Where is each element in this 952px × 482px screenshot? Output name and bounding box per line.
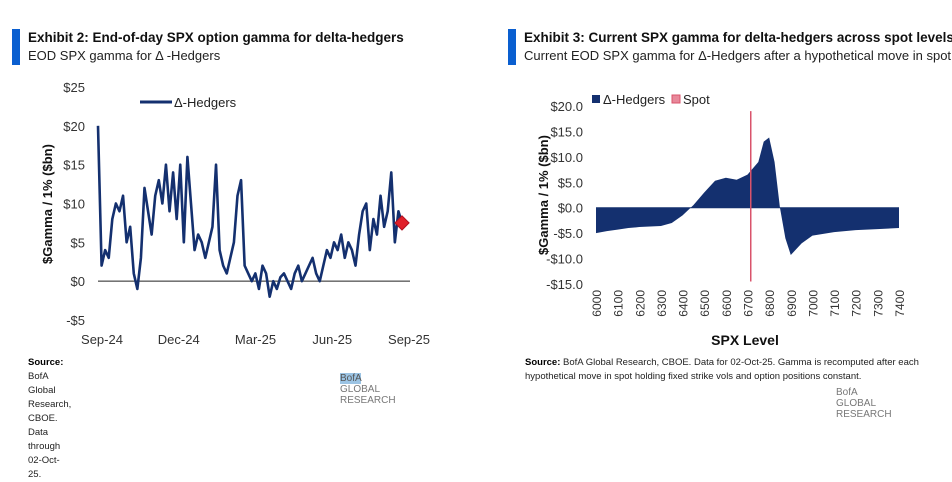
x-tick-label: 6200 <box>633 290 647 317</box>
exhibit-3-title: Exhibit 3: Current SPX gamma for delta-h… <box>524 30 952 45</box>
y-axis-label: $Gamma / 1% ($bn) <box>40 144 55 264</box>
y-axis-label: $Gamma / 1% ($bn) <box>536 135 551 255</box>
x-tick-label: Jun-25 <box>312 332 352 347</box>
x-tick-label: 7100 <box>828 290 842 317</box>
brand-bofa: BofA <box>340 373 362 384</box>
y-tick-label: $10.0 <box>550 150 583 165</box>
x-tick-label: Mar-25 <box>235 332 276 347</box>
accent-bar <box>508 29 516 65</box>
exhibit-3-source: Source: BofA Global Research, CBOE. Data… <box>525 356 925 384</box>
last-value-marker <box>394 215 410 231</box>
legend-label: Spot <box>683 92 710 107</box>
legend-label: Δ-Hedgers <box>603 92 666 107</box>
y-tick-label: $20.0 <box>550 99 583 114</box>
source-label: Source: <box>28 357 64 368</box>
x-tick-label: 6900 <box>785 290 799 317</box>
y-tick-label: $15.0 <box>550 124 583 139</box>
series-line-delta-hedgers <box>96 125 404 299</box>
x-tick-label: 6600 <box>720 290 734 317</box>
y-tick-label: $15 <box>63 158 85 173</box>
brand-research: BofA GLOBAL RESEARCH <box>836 387 892 420</box>
brand-logo: BofA GLOBAL RESEARCH <box>340 373 396 406</box>
x-tick-label: 6500 <box>698 290 712 317</box>
y-tick-label: -$15.0 <box>546 277 583 292</box>
x-tick-label: 6700 <box>742 290 756 317</box>
y-tick-label: $5.0 <box>558 175 583 190</box>
y-tick-label: $5 <box>71 235 85 250</box>
exhibit-3-subtitle: Current EOD SPX gamma for Δ-Hedgers afte… <box>524 48 952 63</box>
charts-canvas: -$5 $0 $5 $10 $15 $20 $25 Sep-24 Dec-24 Mar-25 Jun… <box>40 80 907 348</box>
x-tick-label: 6400 <box>677 290 691 317</box>
x-axis-label: SPX Level <box>711 332 779 348</box>
accent-bar <box>12 29 20 65</box>
exhibit-2-title: Exhibit 2: End-of-day SPX option gamma f… <box>28 30 404 45</box>
y-tick-label: $20 <box>63 119 85 134</box>
y-tick-label: $0 <box>71 274 85 289</box>
source-text: BofA Global Research, CBOE. Data for 02-… <box>525 357 919 382</box>
y-tick-label: -$5 <box>66 313 85 328</box>
area-delta-hedgers <box>596 137 899 256</box>
y-tick-label: $25 <box>63 80 85 95</box>
x-tick-label: 6000 <box>590 290 604 317</box>
brand-research: GLOBAL RESEARCH <box>340 384 396 406</box>
x-tick-label: 6100 <box>612 290 626 317</box>
x-tick-label: 7400 <box>893 290 907 317</box>
y-tick-label: -$10.0 <box>546 252 583 267</box>
y-tick-label: $0.0 <box>558 201 583 216</box>
x-tick-label: 7000 <box>806 290 820 317</box>
x-tick-label: Sep-25 <box>388 332 430 347</box>
x-tick-label: Dec-24 <box>158 332 200 347</box>
y-tick-label: $10 <box>63 197 85 212</box>
legend-label: Δ-Hedgers <box>174 95 237 110</box>
x-tick-label: 6800 <box>763 290 777 317</box>
legend-swatch-spot <box>671 94 681 104</box>
x-tick-label: Sep-24 <box>81 332 123 347</box>
x-tick-label: 7200 <box>850 290 864 317</box>
legend-swatch-delta-hedgers <box>592 95 600 103</box>
x-tick-label: 7300 <box>871 290 885 317</box>
source-label: Source: <box>525 357 561 368</box>
y-tick-label: -$5.0 <box>553 226 583 241</box>
x-tick-label: 6300 <box>655 290 669 317</box>
exhibit-2-subtitle: EOD SPX gamma for Δ -Hedgers <box>28 48 221 63</box>
